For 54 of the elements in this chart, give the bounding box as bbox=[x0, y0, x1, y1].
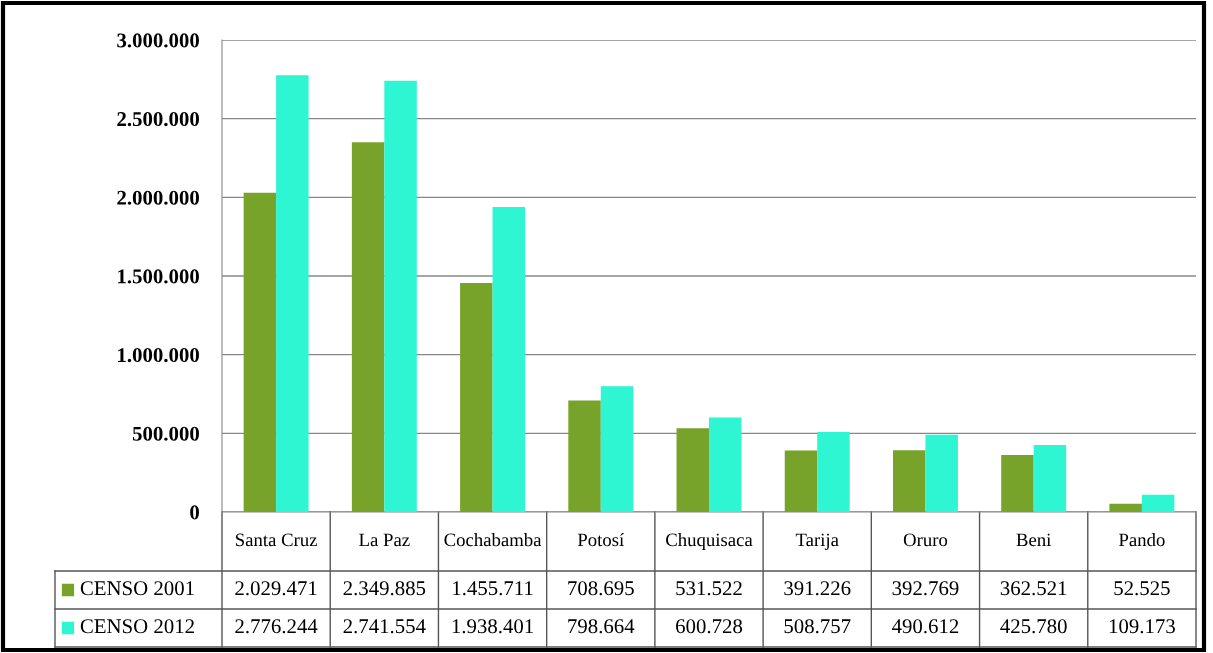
y-tick-label: 2.500.000 bbox=[117, 112, 199, 127]
data-label: 391.226 bbox=[784, 581, 851, 596]
legend-label: CENSO 2012 bbox=[80, 619, 194, 634]
bar bbox=[492, 207, 526, 512]
y-tick-label: 1.000.000 bbox=[118, 348, 199, 363]
bar bbox=[817, 431, 850, 512]
x-tick-label: Santa Cruz bbox=[235, 533, 317, 547]
bar bbox=[925, 434, 958, 512]
bar bbox=[600, 386, 634, 512]
bar bbox=[243, 192, 277, 512]
data-label: 2.349.885 bbox=[343, 581, 426, 596]
data-label: 362.521 bbox=[1000, 581, 1067, 596]
x-tick-label: Cochabamba bbox=[444, 533, 542, 547]
y-tick-label: 1.500.000 bbox=[118, 269, 199, 284]
data-label: 490.612 bbox=[892, 619, 959, 634]
legend-label: CENSO 2001 bbox=[80, 581, 194, 596]
data-label: 600.728 bbox=[676, 619, 743, 634]
y-tick-label: 500.000 bbox=[132, 426, 199, 441]
x-tick-label: Tarija bbox=[795, 533, 839, 550]
data-label: 508.757 bbox=[784, 619, 851, 634]
bar bbox=[276, 75, 309, 512]
data-label: 392.769 bbox=[892, 581, 959, 596]
bar bbox=[1141, 494, 1175, 512]
data-label: 2.741.554 bbox=[343, 619, 426, 634]
bar bbox=[568, 400, 601, 512]
bar bbox=[1033, 445, 1067, 512]
data-label: 2.029.471 bbox=[235, 581, 317, 596]
bar bbox=[460, 282, 493, 512]
x-tick-label: Pando bbox=[1118, 533, 1165, 547]
data-label: 531.522 bbox=[676, 581, 742, 596]
data-label: 798.664 bbox=[568, 619, 635, 634]
bar bbox=[1109, 503, 1142, 512]
bar bbox=[784, 450, 818, 512]
y-tick-label: 2.000.000 bbox=[117, 190, 199, 205]
x-tick-label: Beni bbox=[1016, 533, 1052, 547]
x-tick-label: Potosí bbox=[577, 532, 625, 547]
bar bbox=[709, 417, 742, 512]
data-label: 52.525 bbox=[1114, 581, 1170, 596]
bar bbox=[351, 142, 385, 512]
bar bbox=[676, 428, 709, 512]
y-tick-label: 0 bbox=[190, 505, 199, 520]
data-label: 109.173 bbox=[1109, 619, 1175, 634]
x-tick-label: Oruro bbox=[903, 533, 948, 547]
x-tick-label: La Paz bbox=[359, 533, 410, 547]
bar bbox=[892, 450, 926, 512]
data-label: 708.695 bbox=[568, 581, 634, 596]
data-label: 425.780 bbox=[1000, 619, 1067, 634]
y-tick-label: 3.000.000 bbox=[117, 33, 199, 48]
data-label: 2.776.244 bbox=[235, 619, 318, 634]
bar bbox=[1001, 454, 1034, 512]
bar bbox=[384, 80, 417, 512]
data-label: 1.938.401 bbox=[452, 619, 533, 634]
data-label: 1.455.711 bbox=[453, 581, 533, 596]
x-tick-label: Chuquisaca bbox=[666, 533, 753, 550]
